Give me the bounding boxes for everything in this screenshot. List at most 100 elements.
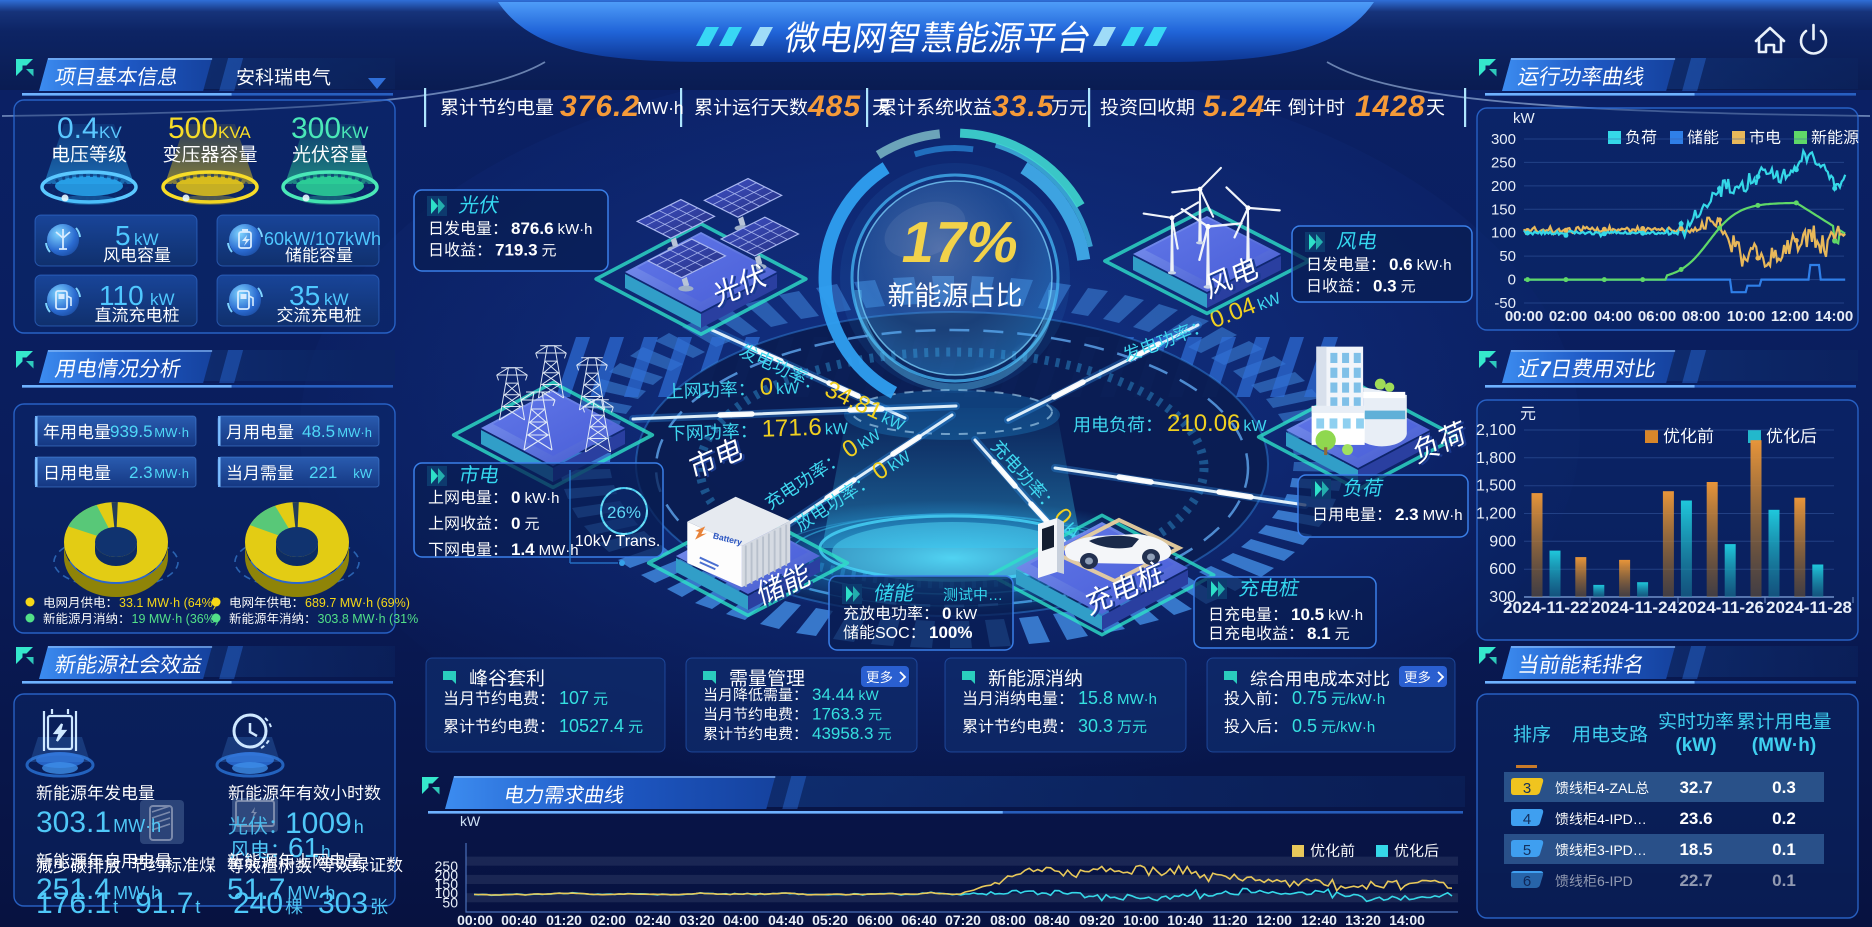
svg-text:2024-11-24: 2024-11-24 <box>1591 598 1678 617</box>
svg-text:376.2: 376.2 <box>560 90 640 123</box>
svg-text:876.6: 876.6 <box>511 219 554 238</box>
svg-text:107: 107 <box>559 688 589 708</box>
svg-text:12:00: 12:00 <box>1771 308 1809 325</box>
svg-text:0.2: 0.2 <box>1772 809 1796 828</box>
svg-text:22.7: 22.7 <box>1679 871 1712 890</box>
svg-text:303.8 MW·h (31%: 303.8 MW·h (31% <box>318 612 419 626</box>
svg-text:2024-11-22: 2024-11-22 <box>1503 598 1589 617</box>
svg-text:1763.3: 1763.3 <box>812 705 864 724</box>
svg-text:150: 150 <box>435 876 459 892</box>
svg-text:07:20: 07:20 <box>945 912 981 927</box>
svg-text:KV: KV <box>99 123 122 142</box>
svg-text:04:40: 04:40 <box>768 912 804 927</box>
svg-text:13:20: 13:20 <box>1345 912 1381 927</box>
svg-text:19 MW·h (36%): 19 MW·h (36%) <box>132 612 220 626</box>
svg-text:(MW·h): (MW·h) <box>1752 735 1816 756</box>
svg-text:10kV Trans.: 10kV Trans. <box>575 533 660 550</box>
svg-text:4-ZAL: 4-ZAL <box>1597 780 1635 796</box>
svg-text:300: 300 <box>1491 131 1516 148</box>
svg-text:300: 300 <box>291 112 341 145</box>
svg-text:0.75: 0.75 <box>1292 688 1327 708</box>
svg-text:02:00: 02:00 <box>590 912 626 927</box>
svg-text:14:00: 14:00 <box>1389 912 1425 927</box>
svg-text:MW·h: MW·h <box>1423 507 1463 524</box>
svg-text:MW·h: MW·h <box>337 425 372 440</box>
svg-text:12:40: 12:40 <box>1301 912 1337 927</box>
svg-text:2.3: 2.3 <box>1395 505 1419 524</box>
svg-text:10:00: 10:00 <box>1123 912 1159 927</box>
svg-text:50: 50 <box>1499 248 1516 265</box>
svg-text:5: 5 <box>1523 842 1531 859</box>
svg-text:1,500: 1,500 <box>1476 478 1516 495</box>
svg-text:MW·h: MW·h <box>154 425 189 440</box>
svg-text:300: 300 <box>1489 589 1516 606</box>
svg-text:t: t <box>113 897 118 917</box>
svg-text:kW: kW <box>353 466 373 481</box>
svg-text:0: 0 <box>511 514 520 533</box>
svg-text:30.3: 30.3 <box>1078 716 1113 736</box>
svg-text:1.4: 1.4 <box>511 540 535 559</box>
svg-text:1,800: 1,800 <box>1476 450 1516 467</box>
svg-text:…: … <box>988 587 1003 604</box>
svg-text:10:00: 10:00 <box>1727 308 1765 325</box>
svg-text:08:00: 08:00 <box>1682 308 1720 325</box>
svg-text:MW·h: MW·h <box>539 542 579 559</box>
svg-text:15.8: 15.8 <box>1078 688 1113 708</box>
svg-text:01:20: 01:20 <box>546 912 582 927</box>
svg-text:240: 240 <box>233 887 283 920</box>
svg-text:50: 50 <box>442 894 458 910</box>
svg-text:200: 200 <box>1491 178 1516 195</box>
svg-text:02:00: 02:00 <box>1549 308 1587 325</box>
svg-text:kW: kW <box>859 687 880 703</box>
svg-text:26%: 26% <box>607 503 641 522</box>
svg-text:200: 200 <box>435 867 459 883</box>
svg-text:251.4: 251.4 <box>36 873 111 906</box>
svg-text:210.06: 210.06 <box>1167 410 1240 437</box>
svg-text:2024-11-26: 2024-11-26 <box>1678 598 1764 617</box>
svg-text:33.5: 33.5 <box>992 90 1055 123</box>
svg-text:2024-11-28: 2024-11-28 <box>1766 598 1852 617</box>
svg-text:MW·h: MW·h <box>1117 691 1157 708</box>
svg-text:1428: 1428 <box>1355 90 1426 123</box>
svg-text:MW·h: MW·h <box>154 466 189 481</box>
svg-text:kW: kW <box>1243 418 1267 435</box>
svg-text:303.1: 303.1 <box>36 806 111 839</box>
svg-text:900: 900 <box>1489 533 1516 550</box>
svg-text:08:00: 08:00 <box>990 912 1026 927</box>
svg-text:2.3: 2.3 <box>129 463 153 482</box>
svg-text:0.1: 0.1 <box>1772 871 1796 890</box>
svg-text:00:00: 00:00 <box>457 912 493 927</box>
svg-text:250: 250 <box>1491 154 1516 171</box>
svg-text:6: 6 <box>1523 873 1531 890</box>
svg-text:06:00: 06:00 <box>1638 308 1676 325</box>
svg-text:09:20: 09:20 <box>1079 912 1115 927</box>
svg-text:485: 485 <box>807 90 861 123</box>
svg-text:(kW): (kW) <box>1675 735 1716 756</box>
svg-text:03:20: 03:20 <box>679 912 715 927</box>
svg-text:SOC: SOC <box>875 625 910 642</box>
svg-text:250: 250 <box>435 858 459 874</box>
svg-text:14:00: 14:00 <box>1815 308 1853 325</box>
svg-text:0.3: 0.3 <box>1772 778 1796 797</box>
svg-text:MW·h: MW·h <box>113 816 161 836</box>
svg-text:KVA: KVA <box>218 123 251 142</box>
svg-text:06:40: 06:40 <box>901 912 937 927</box>
svg-text:kW·h: kW·h <box>1328 607 1363 624</box>
svg-text:150: 150 <box>1491 201 1516 218</box>
svg-text:600: 600 <box>1489 561 1516 578</box>
svg-text:kW·h: kW·h <box>558 221 593 238</box>
svg-text:10:40: 10:40 <box>1167 912 1203 927</box>
svg-text:689.7 MW·h (69%): 689.7 MW·h (69%) <box>305 596 410 610</box>
svg-text:5: 5 <box>115 220 131 251</box>
svg-text:02:40: 02:40 <box>635 912 671 927</box>
svg-text:11:20: 11:20 <box>1212 912 1247 927</box>
svg-text:/kW·h: /kW·h <box>1336 719 1375 736</box>
svg-text:MW·h: MW·h <box>287 883 335 903</box>
svg-text:kW: kW <box>460 813 481 829</box>
svg-text:33.1 MW·h (64%): 33.1 MW·h (64%) <box>119 596 217 610</box>
svg-text:0.5: 0.5 <box>1292 716 1317 736</box>
svg-text:7: 7 <box>1537 358 1553 381</box>
svg-text:0.3: 0.3 <box>1373 277 1397 296</box>
svg-text:0.6: 0.6 <box>1389 255 1413 274</box>
svg-text:23.6: 23.6 <box>1679 809 1712 828</box>
